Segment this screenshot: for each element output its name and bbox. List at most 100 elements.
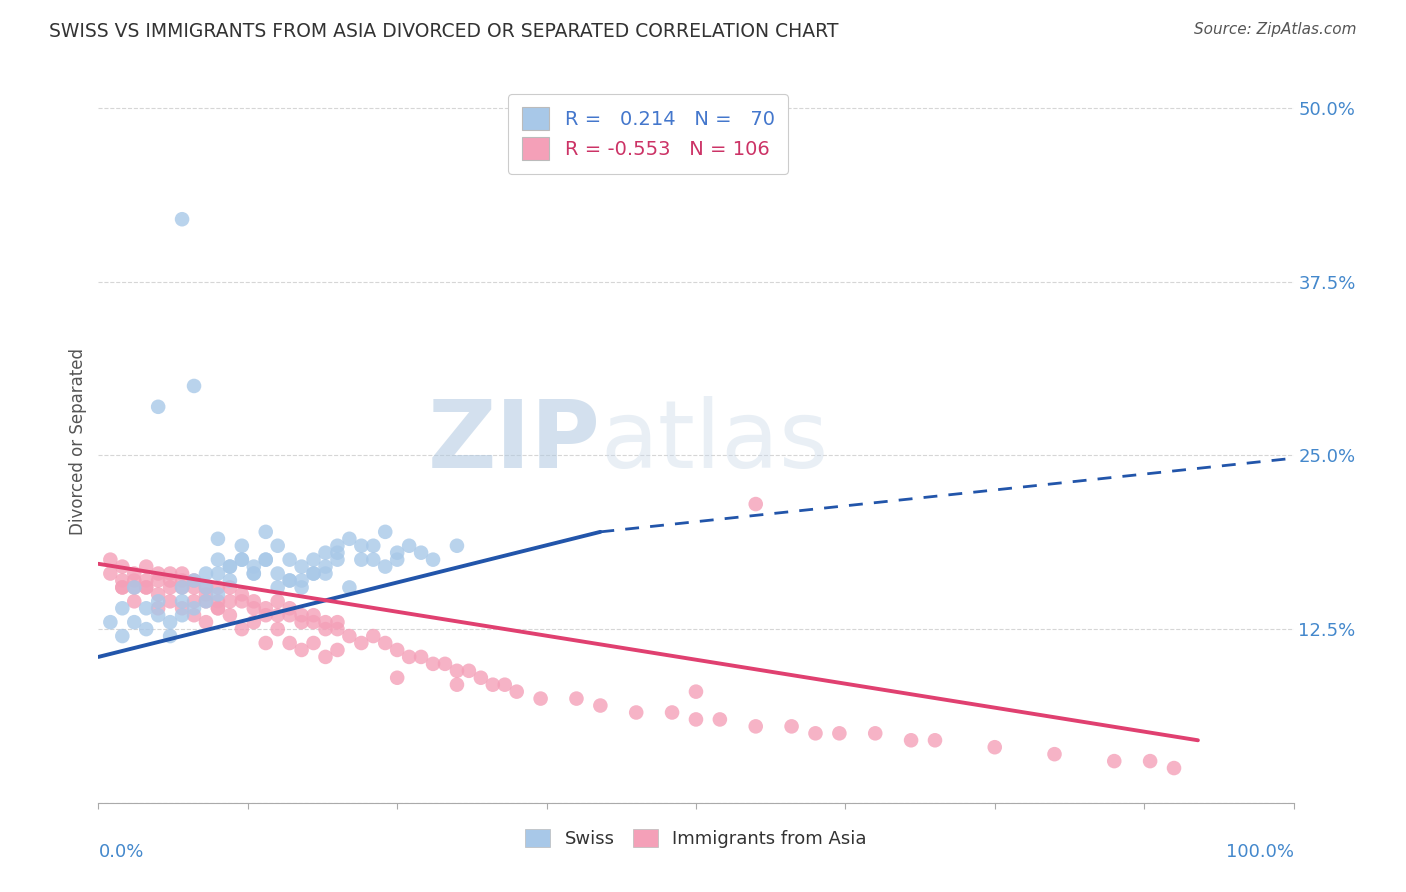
Point [243,601,266,615]
Point [254,608,277,623]
Point [207,601,229,615]
Point [148,566,170,581]
Point [195,594,218,608]
Point [326,552,349,566]
Point [745,719,768,733]
Point [183,601,205,615]
Point [291,559,314,574]
Point [278,574,301,588]
Point [219,581,242,595]
Point [124,581,146,595]
Point [207,601,229,615]
Point [1139,754,1161,768]
Point [326,539,349,553]
Point [267,539,290,553]
Point [231,594,253,608]
Point [385,552,409,566]
Point [291,581,314,595]
Point [98,552,122,566]
Point [828,726,851,740]
Point [231,539,253,553]
Point [865,726,887,740]
Point [243,559,266,574]
Point [124,594,146,608]
Point [135,622,157,636]
Point [243,615,266,630]
Point [172,581,194,595]
Point [374,524,396,539]
Point [315,566,337,581]
Point [315,615,337,630]
Point [446,678,468,692]
Point [111,601,134,615]
Point [207,552,229,566]
Point [458,664,481,678]
Point [159,574,181,588]
Point [111,581,134,595]
Point [267,594,290,608]
Point [267,622,290,636]
Text: 0.0%: 0.0% [98,843,143,861]
Point [422,657,444,671]
Point [111,559,134,574]
Point [626,706,648,720]
Point [148,400,170,414]
Point [183,379,205,393]
Text: Source: ZipAtlas.com: Source: ZipAtlas.com [1194,22,1357,37]
Point [159,629,181,643]
Point [243,566,266,581]
Point [470,671,492,685]
Point [124,581,146,595]
Point [363,629,385,643]
Point [291,574,314,588]
Point [1163,761,1185,775]
Point [267,608,290,623]
Point [172,566,194,581]
Point [481,678,505,692]
Point [446,664,468,678]
Point [135,559,157,574]
Point [278,552,301,566]
Point [302,566,325,581]
Point [385,643,409,657]
Point [339,581,361,595]
Point [159,615,181,630]
Point [291,643,314,657]
Point [148,608,170,623]
Point [243,566,266,581]
Point [254,601,277,615]
Point [350,539,373,553]
Point [924,733,946,747]
Point [159,594,181,608]
Point [506,684,529,698]
Point [219,594,242,608]
Point [254,636,277,650]
Point [231,622,253,636]
Point [302,552,325,566]
Point [195,587,218,601]
Point [207,594,229,608]
Point [135,601,157,615]
Point [148,587,170,601]
Point [243,594,266,608]
Point [745,497,768,511]
Point [398,649,420,664]
Point [195,581,218,595]
Point [172,212,194,227]
Point [434,657,457,671]
Point [374,559,396,574]
Point [172,574,194,588]
Point [374,636,396,650]
Point [302,636,325,650]
Point [172,594,194,608]
Text: atlas: atlas [600,395,828,488]
Point [219,608,242,623]
Point [302,608,325,623]
Point [363,552,385,566]
Point [219,559,242,574]
Point [315,546,337,560]
Y-axis label: Divorced or Separated: Divorced or Separated [69,348,87,535]
Point [565,691,588,706]
Point [363,539,385,553]
Point [278,601,301,615]
